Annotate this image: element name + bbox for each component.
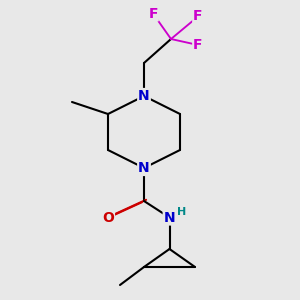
Text: F: F [193,38,203,52]
Text: F: F [148,7,158,20]
Text: H: H [178,207,187,217]
Text: F: F [193,10,203,23]
Text: N: N [164,211,175,224]
Text: N: N [138,89,150,103]
Text: O: O [102,211,114,224]
Text: N: N [138,161,150,175]
